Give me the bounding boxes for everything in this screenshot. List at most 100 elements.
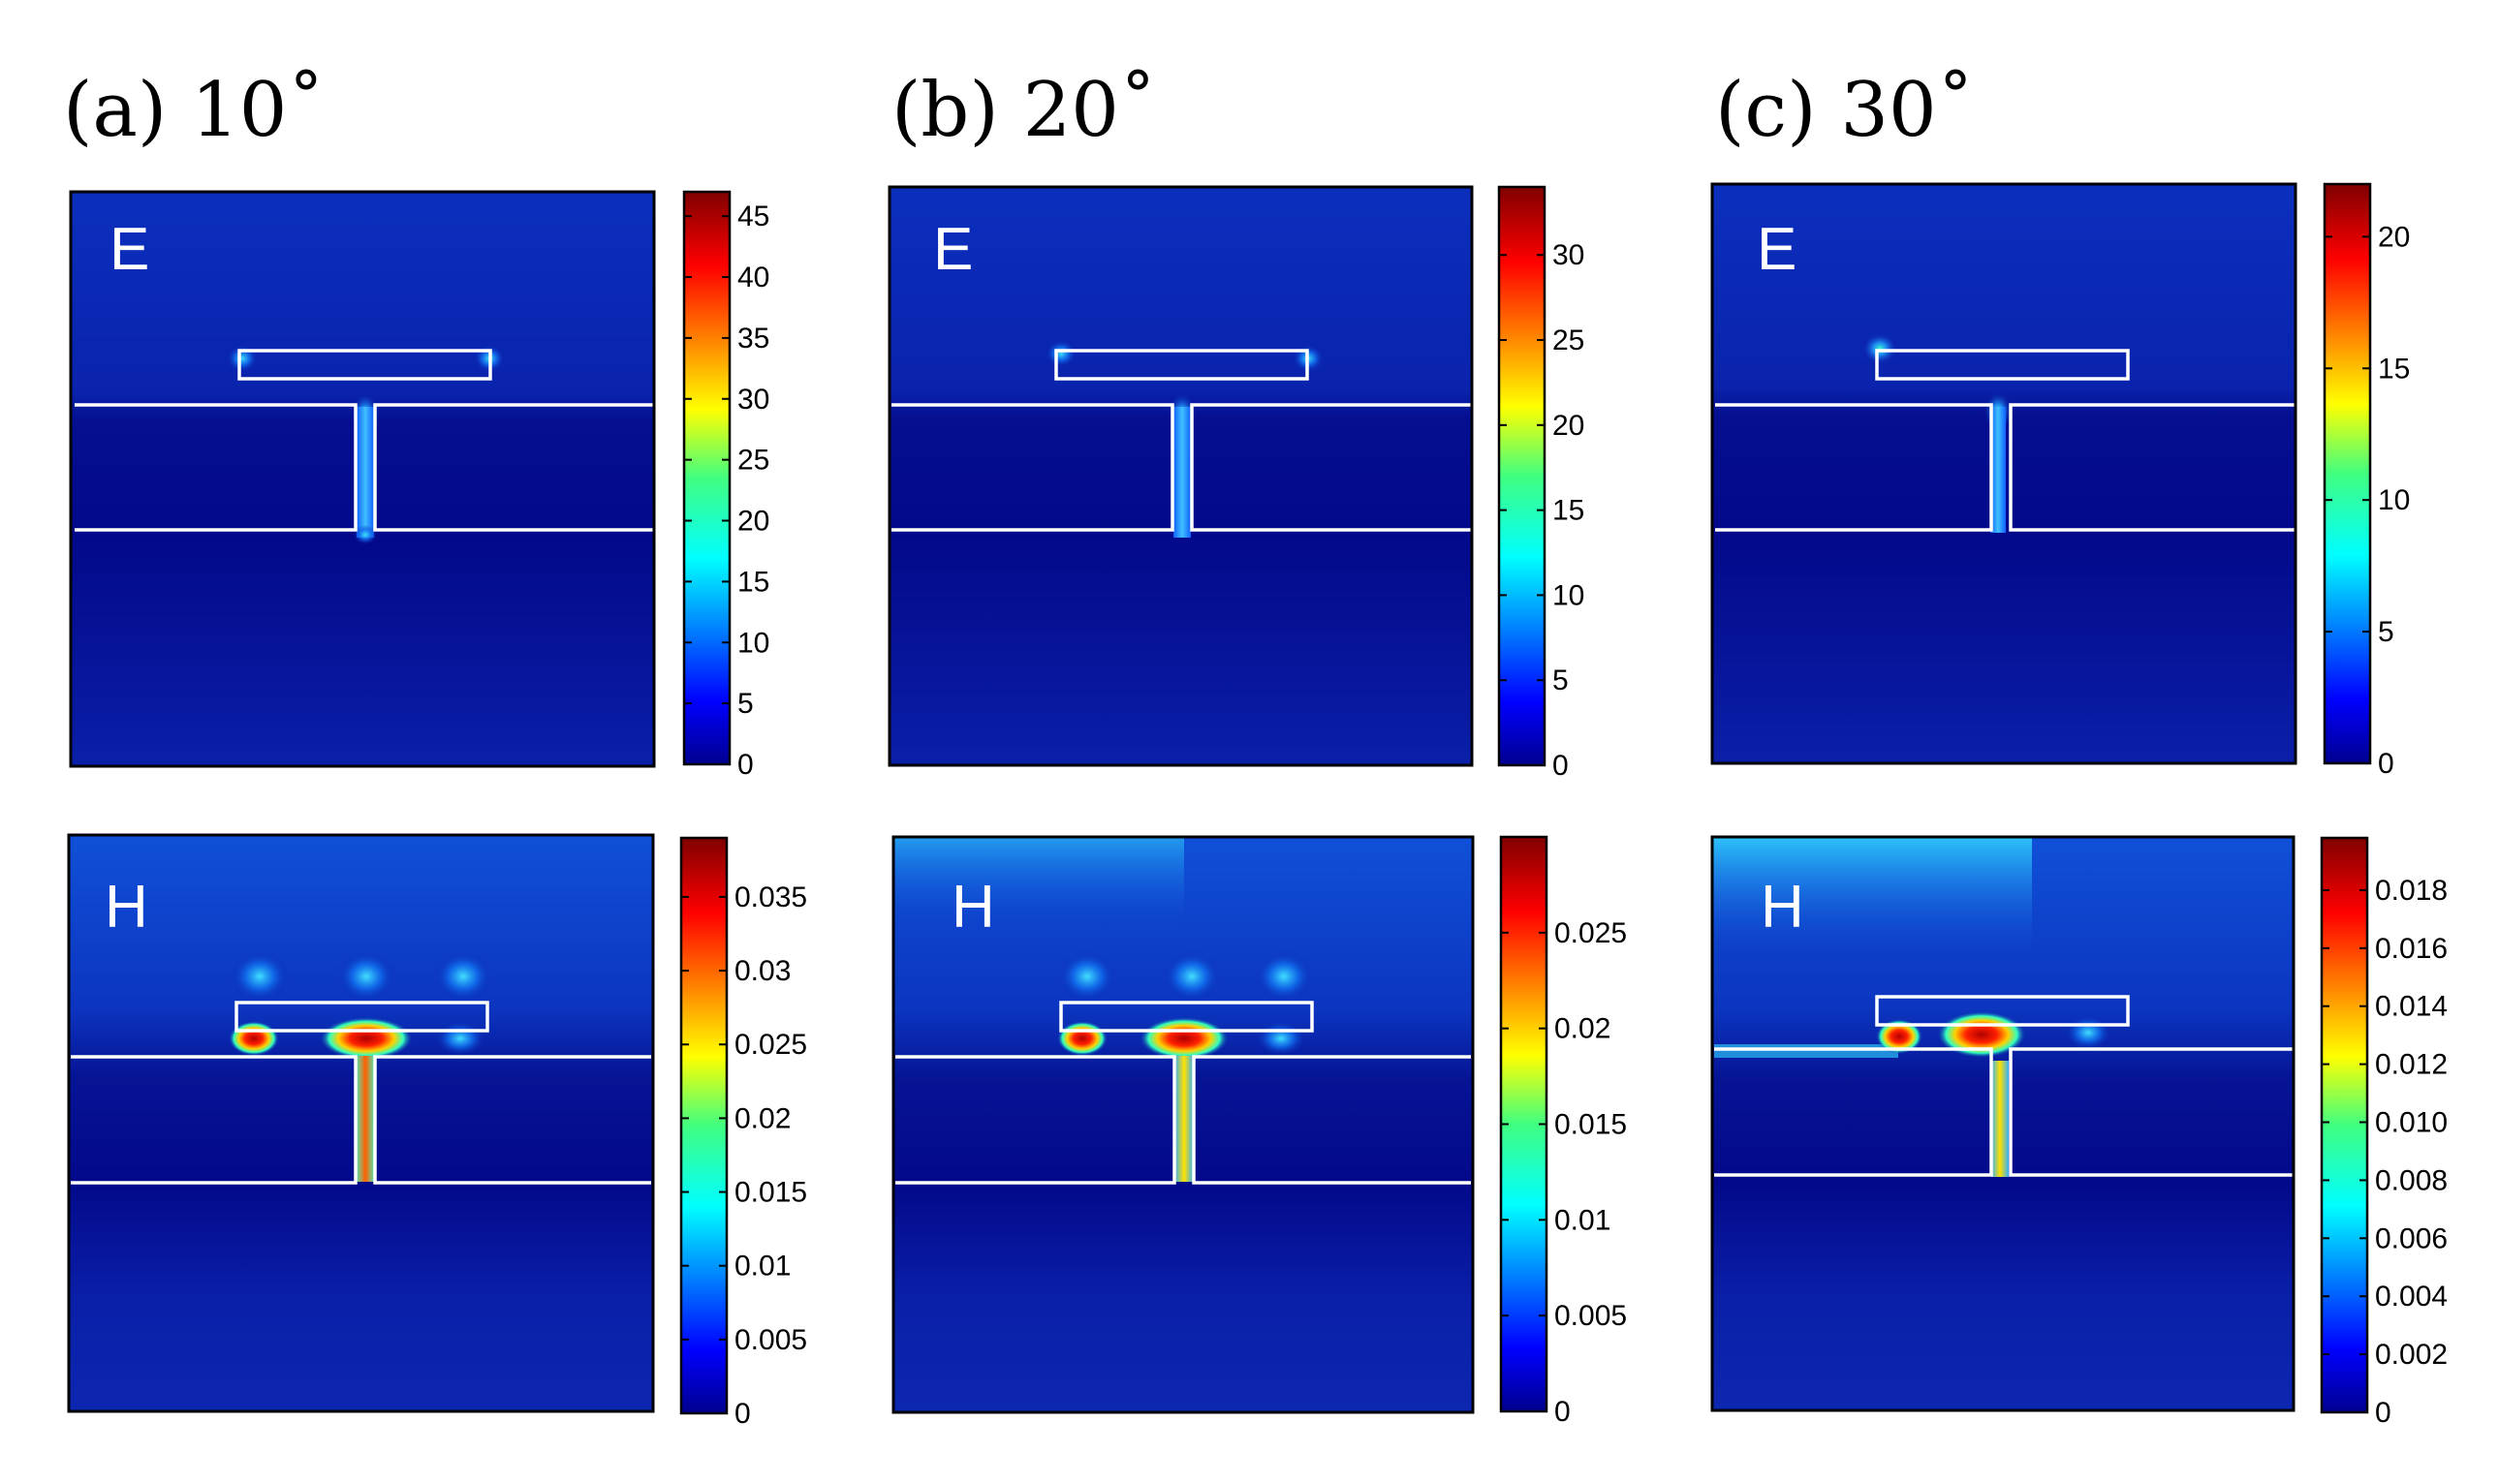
hotspot-c-h-stem (1991, 1061, 2009, 1177)
colorbar-a-e-tick-label: 30 (737, 384, 769, 416)
structure-a-e-interface-right (373, 403, 654, 532)
colorbar-c-e-tick-label: 15 (2378, 353, 2410, 385)
colorbar-b-h-tick-label: 0.02 (1554, 1013, 1610, 1045)
structure-c-e-bar (1875, 349, 2130, 381)
heatmap-c-e-frame (1710, 182, 2297, 765)
structure-a-e-bar (237, 349, 492, 381)
hotspot-b-h-right (1256, 1021, 1306, 1056)
structure-b-h-interface-right (1192, 1055, 1471, 1185)
structure-a-h-interface-right (373, 1055, 651, 1185)
colorbar-a-e-tick-label: 5 (737, 688, 754, 720)
colorbar-b-e-tick-label: 15 (1552, 495, 1584, 527)
colorbar-a-h-tick-label: 0.025 (734, 1029, 807, 1061)
heatmap-a-h-frame (67, 833, 655, 1413)
colorbar-b-h-tick-label: 0.005 (1554, 1300, 1627, 1332)
hotspot-a-e-slit-bottom (354, 525, 377, 544)
colorbar-c-h-tick-label: 0.008 (2375, 1164, 2448, 1196)
colorbar-b-h-tick-label: 0.015 (1554, 1109, 1627, 1141)
structure-b-h-bar (1059, 1001, 1314, 1033)
colorbar-b-e-tick-label: 10 (1552, 579, 1584, 611)
structure-c-e-interface (1715, 403, 1993, 532)
glow-b-h-top-left (1058, 951, 1116, 1002)
heatmap-b-e: E (888, 185, 1474, 767)
colorbar-a-h-tick-label: 0.03 (734, 955, 791, 987)
panel-title-a: (a) 10˚ (63, 67, 325, 154)
structure-b-e-interface-right (1190, 403, 1472, 532)
colorbar-a-e-tick-label: 10 (737, 627, 769, 659)
hotspot-b-h-center (1140, 1017, 1229, 1060)
colorbar-a-e-tick-label: 15 (737, 566, 769, 598)
structure-c-h-bar (1875, 995, 2130, 1027)
glow-c-h-interface (1714, 1044, 1898, 1058)
colorbar-c-e-tick-label: 20 (2378, 221, 2410, 253)
colorbar-a-e (682, 190, 732, 766)
glow-b-h-top-right (1255, 951, 1313, 1002)
hotspot-c-h-center (1937, 1011, 2026, 1058)
heatmap-c-h: H (1710, 835, 2296, 1412)
colorbar-a-h (679, 836, 729, 1415)
colorbar-c-h-tick-label: 0.014 (2375, 991, 2448, 1023)
panel-title-b: (b) 20˚ (891, 67, 1157, 154)
colorbar-b-h-tick-label: 0.025 (1554, 917, 1627, 949)
colorbar-b-e (1497, 185, 1546, 767)
field-label-c-e: E (1757, 216, 1796, 283)
heatmap-a-e: E (69, 190, 656, 768)
field-label-b-h: H (952, 874, 995, 941)
colorbar-b-e-tick-label: 20 (1552, 410, 1584, 442)
heatmap-b-h: H (891, 835, 1475, 1414)
heatmap-a-e-frame (69, 190, 656, 768)
field-label-a-e: E (109, 216, 149, 283)
panel-title-c: (c) 30˚ (1715, 67, 1975, 154)
heatmap-a-h: H (67, 833, 655, 1413)
hotspot-b-e-stem (1173, 407, 1191, 538)
hotspot-c-e-left (1862, 333, 1897, 364)
colorbar-c-h-tick-label: 0.012 (2375, 1049, 2448, 1081)
structure-b-e-interface (891, 403, 1174, 532)
structure-a-h-bar (234, 1001, 489, 1033)
hotspot-b-h-left (1057, 1021, 1108, 1056)
field-label-a-h: H (105, 874, 148, 941)
colorbar-a-e-tick-label: 35 (737, 323, 769, 355)
colorbar-b-e-tick-label: 5 (1552, 665, 1569, 696)
hotspot-c-h-right (2065, 1015, 2111, 1050)
colorbar-c-h-tick-label: 0.006 (2375, 1222, 2448, 1254)
colorbar-b-e-tick-label: 25 (1552, 325, 1584, 356)
field-label-c-h: H (1761, 874, 1804, 941)
hotspot-a-h-right (435, 1021, 485, 1056)
hotspot-c-h-left (1876, 1019, 1922, 1054)
glow-a-h-top-right (434, 951, 492, 1002)
colorbars: 0 5 10 15 20 25 30 35 40 45 0 5 10 15 20 25 30 0 5 10 15 20 0 0… (679, 182, 2448, 1430)
colorbar-a-h-tick-label: 0.015 (734, 1177, 807, 1209)
hotspot-a-h-stem (355, 1056, 376, 1182)
glow-a-h-top-left (231, 951, 289, 1002)
hotspot-b-e-left (1046, 340, 1077, 367)
heatmap-c-e: E (1710, 182, 2297, 765)
colorbar-c-e (2323, 182, 2372, 765)
colorbar-a-h-tick-label: 0 (734, 1398, 751, 1430)
structure-a-e-interface (75, 403, 358, 532)
structure-b-e-bar (1054, 349, 1309, 381)
colorbar-a-e-tick-label: 25 (737, 445, 769, 477)
hotspot-a-h-center (320, 1017, 413, 1060)
glow-a-h-top-mid (337, 951, 395, 1002)
heatmap-c-h-frame (1710, 835, 2296, 1412)
colorbar-a-e-tick-label: 0 (737, 749, 754, 781)
colorbar-b-e-tick-label: 0 (1552, 750, 1569, 782)
heatmap-b-e-frame (888, 185, 1474, 767)
colorbar-c-h-tick-label: 0.010 (2375, 1107, 2448, 1139)
hotspot-a-e-left (227, 345, 258, 372)
colorbar-c-h (2320, 836, 2369, 1414)
glow-b-h-top-mid (1163, 951, 1221, 1002)
colorbar-c-e-tick-label: 5 (2378, 616, 2394, 648)
hotspot-c-e-stem (1990, 407, 2006, 533)
colorbar-a-e-tick-label: 40 (737, 262, 769, 294)
colorbar-c-h-tick-label: 0 (2375, 1397, 2391, 1429)
hotspot-a-e-stem (357, 407, 374, 538)
structure-c-h-interface (1714, 1047, 1993, 1177)
colorbar-a-h-tick-label: 0.02 (734, 1102, 791, 1134)
colorbar-c-e-tick-label: 10 (2378, 484, 2410, 516)
structure-b-h-interface (895, 1055, 1176, 1185)
structure-c-h-interface-right (2009, 1047, 2296, 1177)
colorbar-b-h-tick-label: 0.01 (1554, 1204, 1610, 1236)
